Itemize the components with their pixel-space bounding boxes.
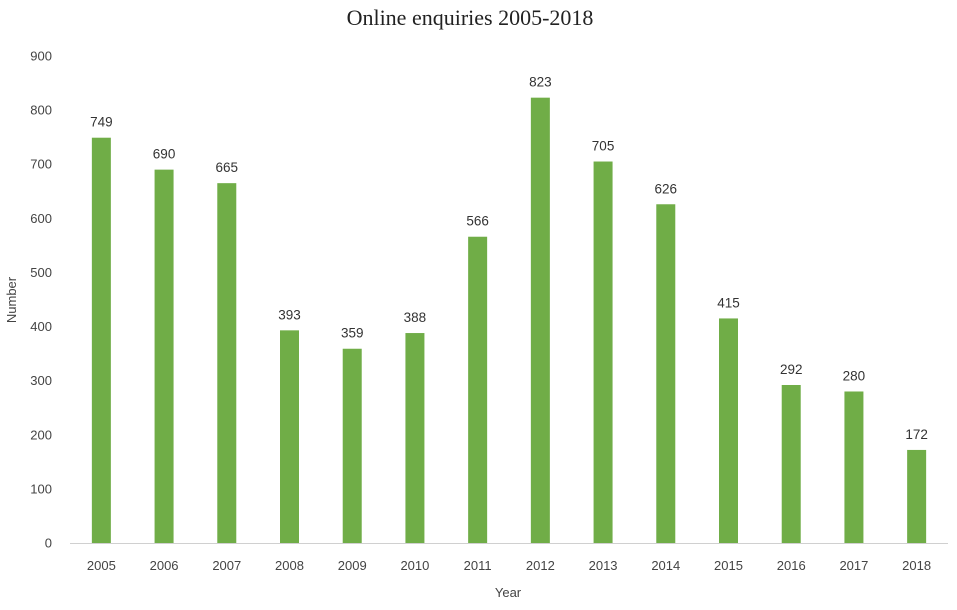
x-tick-label-2008: 2008 (275, 558, 304, 573)
x-tick-label-2015: 2015 (714, 558, 743, 573)
data-label-2013: 705 (592, 139, 615, 154)
y-axis-ticks: 0 100 200 300 400 500 600 700 800 900 (30, 49, 52, 551)
y-tick-label: 200 (30, 427, 52, 442)
data-label-2018: 172 (905, 427, 928, 442)
y-tick-label: 900 (30, 49, 52, 64)
data-label-2015: 415 (717, 295, 740, 310)
y-tick-label: 400 (30, 319, 52, 334)
x-tick-label-2017: 2017 (839, 558, 868, 573)
bar-2008 (280, 330, 299, 543)
y-tick-label: 500 (30, 265, 52, 280)
y-tick-label: 600 (30, 211, 52, 226)
data-label-2012: 823 (529, 75, 552, 90)
bar-2016 (781, 384, 801, 543)
x-tick-label-2009: 2009 (338, 558, 367, 573)
x-tick-label-2005: 2005 (87, 558, 116, 573)
x-tick-label-2007: 2007 (212, 558, 241, 573)
x-tick-label-2014: 2014 (651, 558, 680, 573)
x-tick-label-2018: 2018 (902, 558, 931, 573)
y-tick-label: 100 (30, 481, 52, 496)
bar-2014 (656, 204, 676, 543)
x-axis-ticks: 2005 2006 2007 2008 2009 2010 2011 2012 2013 2014… (87, 558, 931, 573)
x-tick-label-2010: 2010 (400, 558, 429, 573)
data-label-2011: 566 (466, 214, 489, 229)
data-label-2009: 359 (341, 326, 364, 341)
x-tick-label-2016: 2016 (777, 558, 806, 573)
bar-2007 (217, 183, 237, 543)
x-tick-label-2013: 2013 (589, 558, 618, 573)
data-label-2014: 626 (655, 181, 678, 196)
data-labels: 749 690 665 393 359 388 566 823 705 626 415 292 280 1… (90, 75, 928, 442)
bar-2017 (844, 391, 864, 543)
bar-2009 (342, 348, 362, 543)
y-tick-label: 800 (30, 103, 52, 118)
data-label-2007: 665 (216, 160, 239, 175)
data-label-2006: 690 (153, 147, 176, 162)
data-label-2008: 393 (278, 307, 301, 322)
bars (91, 97, 927, 544)
x-tick-label-2012: 2012 (526, 558, 555, 573)
chart-title: Online enquiries 2005-2018 (347, 5, 594, 30)
y-tick-label: 300 (30, 373, 52, 388)
data-label-2017: 280 (843, 368, 866, 383)
bar-2011 (468, 236, 488, 543)
x-tick-label-2011: 2011 (464, 558, 492, 573)
bar-2018 (907, 449, 927, 543)
bar-2006 (154, 169, 174, 543)
bar-2013 (593, 161, 613, 543)
y-tick-label: 0 (45, 536, 52, 551)
y-axis-label: Number (4, 276, 19, 323)
data-label-2016: 292 (780, 362, 803, 377)
data-label-2010: 388 (404, 310, 427, 325)
bar-2012 (530, 97, 550, 543)
data-label-2005: 749 (90, 115, 113, 130)
bar-2015 (719, 318, 738, 543)
x-tick-label-2006: 2006 (150, 558, 179, 573)
x-axis-label: Year (495, 585, 522, 600)
bar-2010 (405, 333, 425, 543)
bar-2005 (91, 137, 111, 544)
y-tick-label: 700 (30, 157, 52, 172)
